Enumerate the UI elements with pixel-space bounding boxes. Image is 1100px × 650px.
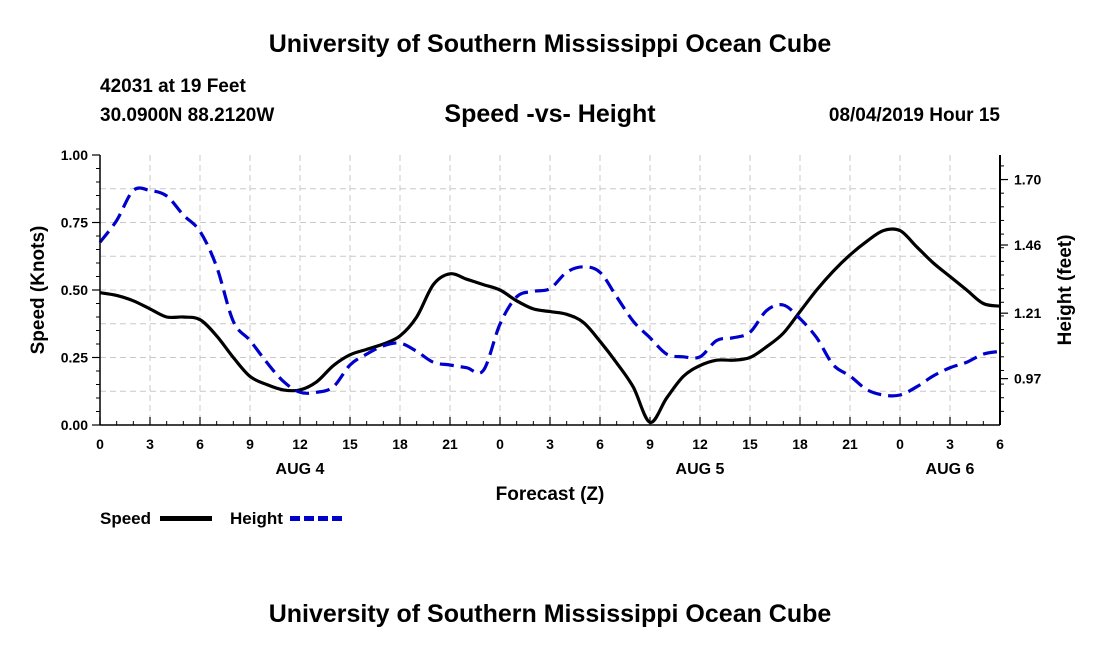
x-tick-label: 0: [496, 436, 504, 452]
y-tick-label-left: 0.50: [61, 282, 88, 298]
x-tick-label: 6: [196, 436, 204, 452]
x-tick-label: 18: [792, 436, 808, 452]
coordinates-label: 30.0900N 88.2120W: [100, 105, 275, 126]
y-tick-label-right: 1.70: [1014, 172, 1041, 188]
y-tick-label-left: 1.00: [61, 147, 88, 163]
x-axis-label: Forecast (Z): [496, 484, 605, 505]
station-label: 42031 at 19 Feet: [100, 76, 246, 97]
grid-lines: [100, 155, 1000, 425]
x-tick-label: 12: [692, 436, 708, 452]
x-tick-label: 12: [292, 436, 308, 452]
date-label: AUG 6: [926, 461, 975, 478]
x-tick-label: 9: [246, 436, 254, 452]
x-tick-label: 3: [146, 436, 154, 452]
x-tick-label: 0: [96, 436, 104, 452]
page-title-top: University of Southern Mississippi Ocean…: [268, 30, 832, 58]
x-tick-label: 6: [596, 436, 604, 452]
y-tick-label-right: 1.46: [1014, 237, 1041, 253]
x-tick-label: 21: [842, 436, 858, 452]
legend-speed-swatch: [160, 516, 212, 521]
x-tick-label: 15: [742, 436, 758, 452]
timestamp-label: 08/04/2019 Hour 15: [828, 105, 1000, 126]
x-tick-label: 6: [996, 436, 1004, 452]
date-label: AUG 4: [276, 461, 325, 478]
x-tick-label: 3: [546, 436, 554, 452]
legend-height-swatch: [290, 516, 342, 521]
labels-group: 0 3 6 9 12 15 18 21 0 3 6 9 12 15 18 21 0 3 6 AUG 4 AUG 5 AUG…: [28, 147, 1076, 505]
series-group: [98, 186, 1001, 424]
x-tick-label: 21: [442, 436, 458, 452]
chart-title: Speed -vs- Height: [444, 100, 656, 128]
y-tick-label-left: 0.00: [61, 417, 88, 433]
x-tick-label: 18: [392, 436, 408, 452]
date-label: AUG 5: [676, 461, 725, 478]
y-tick-label-left: 0.75: [61, 215, 88, 231]
y-tick-label-left: 0.25: [61, 350, 88, 366]
axes-group: [92, 154, 1008, 426]
y-tick-label-right: 0.97: [1014, 371, 1041, 387]
x-tick-label: 0: [896, 436, 904, 452]
series-line-speed: [99, 227, 1001, 424]
x-tick-label: 15: [342, 436, 358, 452]
legend-speed-label: Speed: [100, 509, 152, 528]
x-tick-label: 3: [946, 436, 954, 452]
y-tick-label-right: 1.21: [1014, 305, 1041, 321]
legend-height-label: Height: [230, 509, 283, 528]
y-axis-label-left: Speed (Knots): [28, 226, 49, 355]
x-tick-label: 9: [646, 436, 654, 452]
page-title-bottom: University of Southern Mississippi Ocean…: [268, 600, 832, 628]
y-axis-label-right: Height (feet): [1055, 235, 1076, 346]
